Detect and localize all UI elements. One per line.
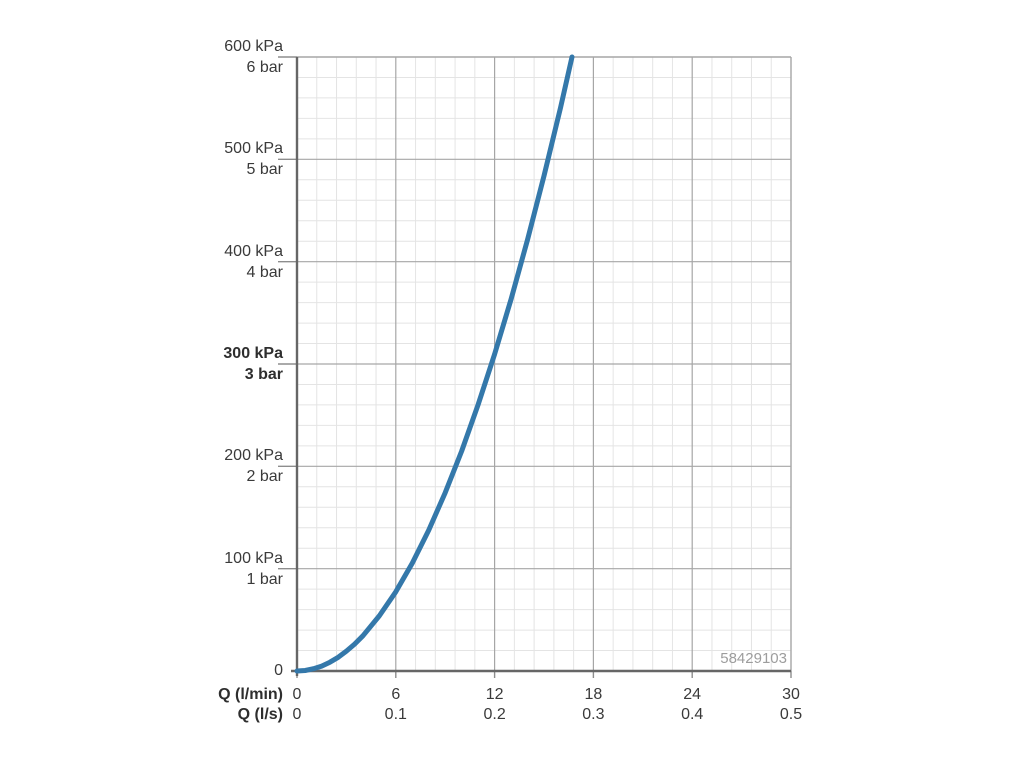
x-tick-lmin-18: 18 — [584, 686, 603, 703]
plot-border — [297, 56, 792, 671]
y-tick-label-400: 400 kPa 4 bar — [224, 242, 283, 281]
y-tick-label-600: 600 kPa 6 bar — [224, 38, 283, 76]
x-tick-lmin-12: 12 — [485, 686, 504, 703]
x-tick-ls-0.4: 0.4 — [681, 706, 704, 723]
y-axis-zero-label: 0 — [274, 662, 283, 679]
x-tick-ls-0.1: 0.1 — [384, 706, 407, 723]
x-axis-title-ls: Q (l/s) — [237, 706, 283, 723]
y-tick-label-100: 100 kPa 1 bar — [224, 549, 283, 588]
x-tick-ls-0.3: 0.3 — [582, 706, 605, 723]
x-tick-ls-0.2: 0.2 — [483, 706, 506, 723]
product-number: 58429103 — [720, 650, 787, 667]
x-tick-ls-0.5: 0.5 — [779, 706, 803, 723]
x-tick-lmin-24: 24 — [683, 686, 702, 703]
y-tick-label-300: 300 kPa 3 bar — [223, 345, 283, 383]
y-tick-label-200: 200 kPa 2 bar — [224, 447, 283, 486]
x-tick-lmin-0: 0 — [292, 686, 302, 703]
x-axis-title-lmin: Q (l/min) — [218, 686, 283, 703]
x-tick-lmin-6: 6 — [391, 686, 401, 703]
grid-major-lines — [297, 57, 791, 671]
axis-lines — [291, 57, 791, 676]
x-tick-lmin-30: 30 — [782, 686, 800, 703]
y-tick-label-500: 500 kPa 5 bar — [224, 140, 283, 179]
flow-pressure-curve — [294, 54, 575, 674]
x-tick-ls-0: 0 — [292, 706, 302, 723]
